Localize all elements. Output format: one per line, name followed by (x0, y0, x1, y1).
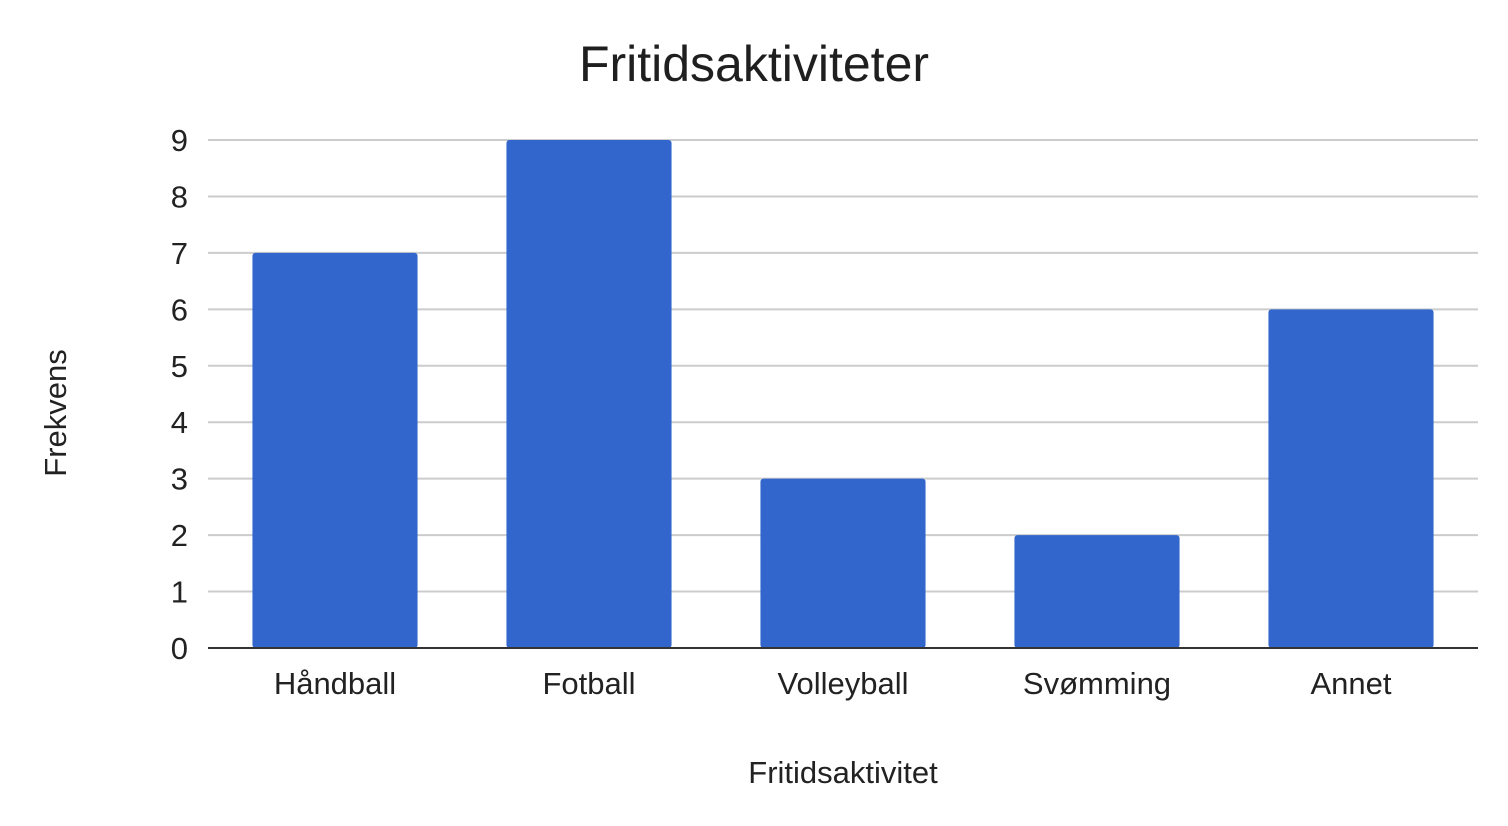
y-tick-label: 7 (171, 236, 188, 271)
y-tick-label: 9 (171, 123, 188, 158)
bar-svømming (1014, 535, 1180, 648)
y-tick-label: 6 (171, 292, 188, 327)
x-tick-label: Volleyball (778, 666, 909, 701)
y-tick-label: 4 (171, 405, 188, 440)
y-tick-label: 5 (171, 349, 188, 384)
bar-annet (1268, 309, 1434, 648)
x-tick-label: Annet (1310, 666, 1391, 701)
y-tick-label: 3 (171, 462, 188, 497)
x-tick-label: Svømming (1023, 666, 1171, 701)
y-tick-label: 0 (171, 631, 188, 666)
y-tick-label: 1 (171, 575, 188, 610)
y-tick-label: 8 (171, 179, 188, 214)
x-tick-label: Fotball (542, 666, 635, 701)
x-axis-label: Fritidsaktivitet (748, 755, 938, 790)
y-tick-label: 2 (171, 518, 188, 553)
bar-håndball (252, 252, 418, 648)
chart-title: Fritidsaktiviteter (578, 36, 930, 92)
x-tick-label: Håndball (274, 666, 396, 701)
bar-fotball (506, 140, 672, 648)
bar-volleyball (760, 478, 926, 648)
